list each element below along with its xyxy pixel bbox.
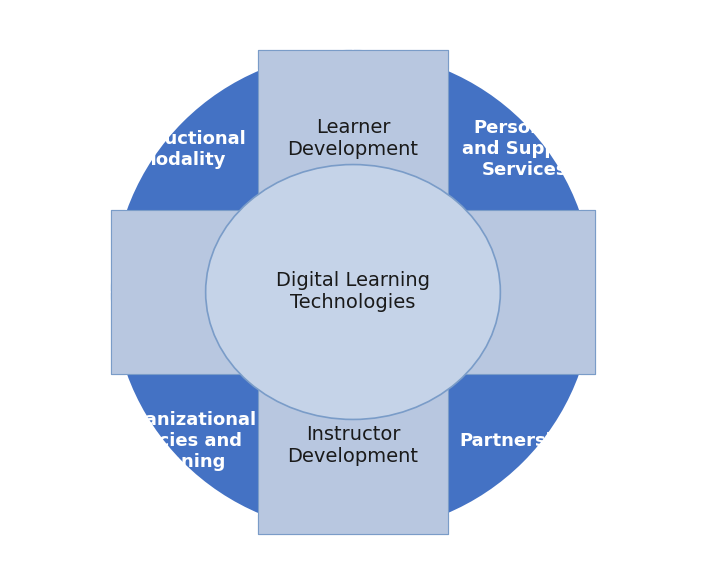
Bar bbox=[258, 50, 448, 534]
Text: Instructional
Modality: Instructional Modality bbox=[117, 130, 246, 169]
Bar bbox=[112, 50, 258, 210]
Wedge shape bbox=[112, 50, 353, 292]
Bar bbox=[112, 210, 594, 374]
Text: Digital Learning
Technologies: Digital Learning Technologies bbox=[276, 272, 430, 312]
Bar bbox=[448, 374, 594, 534]
Bar bbox=[112, 210, 594, 374]
Circle shape bbox=[112, 50, 594, 534]
Bar bbox=[112, 374, 258, 534]
Text: Personnel
and Support
Services: Personnel and Support Services bbox=[462, 120, 587, 179]
Text: Organizational
Policies and
Planning: Organizational Policies and Planning bbox=[108, 411, 256, 471]
Bar bbox=[448, 50, 594, 210]
Bar bbox=[258, 50, 448, 534]
Wedge shape bbox=[353, 292, 594, 534]
Text: Learner
Development: Learner Development bbox=[287, 117, 419, 159]
Text: Partnerships: Partnerships bbox=[460, 432, 589, 450]
Ellipse shape bbox=[205, 165, 501, 419]
Wedge shape bbox=[112, 292, 353, 534]
Text: Instructor
Development: Instructor Development bbox=[287, 425, 419, 467]
Wedge shape bbox=[353, 50, 594, 292]
